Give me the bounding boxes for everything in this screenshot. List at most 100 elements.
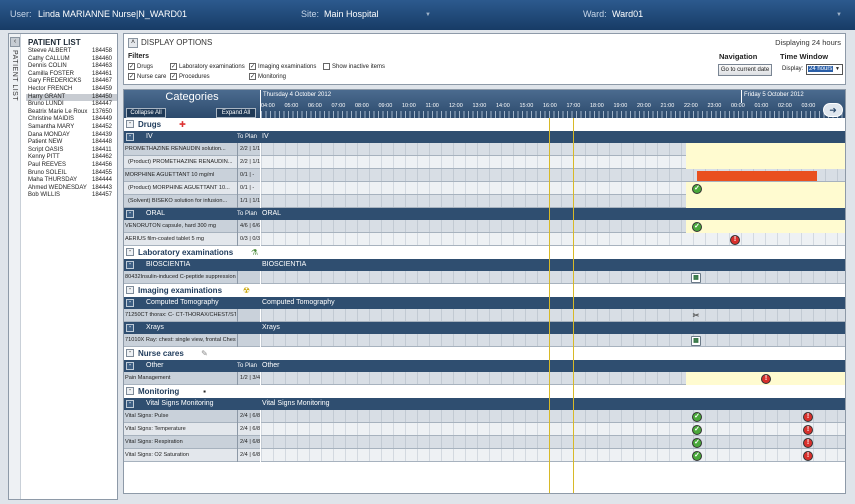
item-track[interactable]: ✓! — [261, 436, 845, 449]
collapse-group-icon[interactable]: - — [126, 133, 134, 141]
item-row[interactable]: (Product) PROMETHAZINE RENAUDIN... 2/2 | … — [124, 156, 845, 169]
done-check-icon[interactable]: ✓ — [692, 222, 702, 232]
overdue-icon[interactable]: ! — [803, 412, 813, 422]
item-track[interactable]: ✓ — [261, 182, 845, 195]
filter-imaging[interactable]: ✓ Imaging examinations — [249, 63, 316, 70]
checkbox[interactable]: ✓ — [128, 63, 135, 70]
infusion-bar[interactable] — [697, 171, 817, 181]
patient-row[interactable]: Camilla FOSTER 184461 — [26, 71, 117, 79]
category-group[interactable]: - BIOSCIENTIA BIOSCIENTIA — [124, 259, 845, 271]
site-dropdown-icon[interactable]: ▼ — [425, 12, 431, 18]
time-window-select[interactable]: 24 hours ▼ — [806, 64, 843, 75]
collapse-all-button[interactable]: Collapse All — [126, 108, 166, 118]
done-check-icon[interactable]: ✓ — [692, 412, 702, 422]
patient-row[interactable]: Cathy CALLUM 184460 — [26, 56, 117, 64]
ward-dropdown-icon[interactable]: ▼ — [836, 12, 842, 18]
ward-value[interactable]: Ward01 — [612, 9, 644, 19]
item-track[interactable] — [261, 156, 845, 169]
collapse-group-icon[interactable]: - — [126, 400, 134, 408]
item-row[interactable]: 71250CT thorax: C- CT-THORAX/CHEST/STERN… — [124, 309, 845, 322]
collapse-sidebar-icon[interactable]: ‹ — [10, 37, 20, 47]
item-row[interactable]: Vital Signs: O2 Saturation 2/4 | 6/8 ✓! — [124, 449, 845, 462]
collapse-group-icon[interactable]: - — [126, 362, 134, 370]
checkbox[interactable]: ✓ — [128, 73, 135, 80]
patient-row[interactable]: Dana MONDAY 184439 — [26, 132, 117, 140]
done-check-icon[interactable]: ✓ — [692, 438, 702, 448]
collapse-section-icon[interactable]: - — [126, 349, 134, 357]
patient-row[interactable]: Maha THURSDAY 184444 — [26, 177, 117, 185]
category-group[interactable]: - Vital Signs Monitoring Vital Signs Monit… — [124, 398, 845, 410]
item-row[interactable]: AERIUS film-coated tablet 5 mg 0/3 | 0/3! — [124, 233, 845, 246]
patient-row[interactable]: Ahmed WEDNESDAY 184443 — [26, 185, 117, 193]
patient-row[interactable]: Script OASIS 184411 — [26, 147, 117, 155]
item-row[interactable]: PROMETHAZINE RENAUDIN solution... 2/2 | 1… — [124, 143, 845, 156]
category-section[interactable]: - Nurse cares ✎ — [124, 347, 845, 360]
item-track[interactable] — [261, 169, 845, 182]
category-group[interactable]: - Other To Plan Other — [124, 360, 845, 372]
filter-drugs[interactable]: ✓ Drugs — [128, 63, 153, 70]
category-group[interactable]: - ORAL To Plan ORAL — [124, 208, 845, 220]
chevron-down-icon[interactable]: ▼ — [835, 66, 840, 72]
item-track[interactable]: ✂ — [261, 309, 845, 322]
item-row[interactable]: 80432Insulin-induced C-peptide suppressi… — [124, 271, 845, 284]
calendar-icon[interactable]: ▦ — [691, 336, 701, 346]
checkbox[interactable]: ✓ — [249, 63, 256, 70]
go-to-current-date-button[interactable]: Go to current date — [718, 64, 772, 76]
overdue-icon[interactable]: ! — [730, 235, 740, 245]
item-track[interactable] — [261, 195, 845, 208]
item-track[interactable]: ▦ — [261, 334, 845, 347]
next-arrow-icon[interactable]: ➜ — [823, 103, 843, 117]
collapse-group-icon[interactable]: - — [126, 210, 134, 218]
patient-row[interactable]: Steeve ALBERT 184458 — [26, 48, 117, 56]
patient-row[interactable]: Bruno SOLEIL 184455 — [26, 170, 117, 178]
filter-procedures[interactable]: ✓ Procedures — [170, 73, 210, 80]
checkbox[interactable]: ✓ — [249, 73, 256, 80]
patient-row[interactable]: Paul REEVES 184456 — [26, 162, 117, 170]
item-row[interactable]: VENORUTON capsule, hard 300 mg 4/6 | 6/6 ✓ — [124, 220, 845, 233]
item-row[interactable]: Pain Management 1/2 | 3/4! — [124, 372, 845, 385]
patient-row[interactable]: Kenny PITT 184462 — [26, 154, 117, 162]
collapse-section-icon[interactable]: - — [126, 387, 134, 395]
overdue-icon[interactable]: ! — [761, 374, 771, 384]
patient-row[interactable]: Bruno LUNDI 184447 — [26, 101, 117, 109]
collapse-section-icon[interactable]: - — [126, 248, 134, 256]
category-section[interactable]: - Monitoring ▪ — [124, 385, 845, 398]
filter-lab[interactable]: ✓ Laboratory examinations — [170, 63, 245, 70]
category-group[interactable]: - Xrays Xrays — [124, 322, 845, 334]
category-group[interactable]: - Computed Tomography Computed Tomography — [124, 297, 845, 309]
collapse-options-icon[interactable]: ˄ — [128, 38, 138, 48]
item-row[interactable]: MORPHINE AGUETTANT 10 mg/ml 0/1 | - — [124, 169, 845, 182]
patient-row[interactable]: Harry GRANT 184450 — [26, 93, 117, 102]
filter-monitoring[interactable]: ✓ Monitoring — [249, 73, 286, 80]
collapse-group-icon[interactable]: - — [126, 324, 134, 332]
patient-row[interactable]: Beatrix Marie Le Roux 137650 — [26, 109, 117, 117]
collapse-group-icon[interactable]: - — [126, 261, 134, 269]
collapse-section-icon[interactable]: - — [126, 120, 134, 128]
item-row[interactable]: (Product) MORPHINE AGUETTANT 10... 0/1 | … — [124, 182, 845, 195]
done-check-icon[interactable]: ✓ — [692, 451, 702, 461]
patient-row[interactable]: Gary FREDERICKS 184467 — [26, 78, 117, 86]
filter-nurse-care[interactable]: ✓ Nurse care — [128, 73, 166, 80]
category-group[interactable]: - IV To Plan IV — [124, 131, 845, 143]
category-section[interactable]: - Laboratory examinations ⚗ — [124, 246, 845, 259]
item-row[interactable]: Vital Signs: Pulse 2/4 | 6/8 ✓! — [124, 410, 845, 423]
done-check-icon[interactable]: ✓ — [692, 425, 702, 435]
collapse-group-icon[interactable]: - — [126, 299, 134, 307]
patient-list-tab[interactable]: ‹ PATIENT LIST — [9, 34, 21, 499]
patient-row[interactable]: Bob WILLIS 184457 — [26, 192, 117, 200]
overdue-icon[interactable]: ! — [803, 438, 813, 448]
item-track[interactable]: ✓! — [261, 449, 845, 462]
item-track[interactable]: ▦ — [261, 271, 845, 284]
site-value[interactable]: Main Hospital — [324, 9, 379, 19]
item-track[interactable]: ✓! — [261, 423, 845, 436]
overdue-icon[interactable]: ! — [803, 425, 813, 435]
patient-row[interactable]: Hector FRENCH 184459 — [26, 86, 117, 94]
item-row[interactable]: Vital Signs: Temperature 2/4 | 6/8 ✓! — [124, 423, 845, 436]
wrench-icon[interactable]: ✂ — [692, 311, 700, 320]
calendar-icon[interactable]: ▦ — [691, 273, 701, 283]
item-track[interactable] — [261, 143, 845, 156]
expand-all-button[interactable]: Expand All — [216, 108, 256, 118]
checkbox[interactable] — [323, 63, 330, 70]
patient-row[interactable]: Christine MAIDIS 184449 — [26, 116, 117, 124]
item-track[interactable]: ! — [261, 233, 845, 246]
